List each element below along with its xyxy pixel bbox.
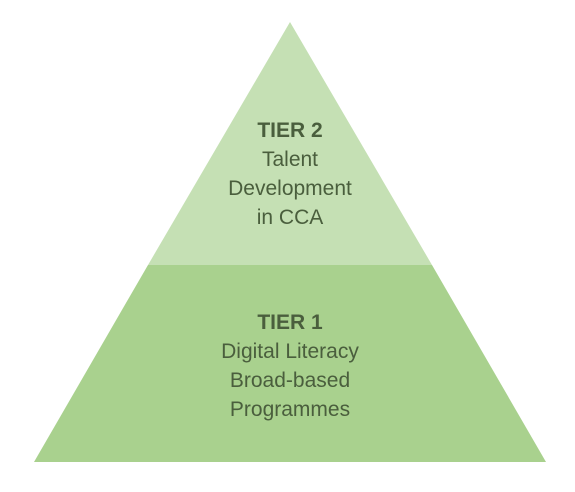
tier-1-line-3: Programmes (229, 398, 351, 421)
tier-1-label: TIER 1 Digital Literacy Broad-based Prog… (165, 308, 415, 424)
tier-2-label: TIER 2 Talent Development in CCA (190, 116, 390, 232)
tier-2-line-1: Talent (261, 148, 319, 171)
tier-1-line-1: Digital Literacy (221, 340, 359, 363)
tier-2-heading: TIER 2 (257, 119, 323, 142)
tier-2-line-3: in CCA (256, 206, 324, 229)
tier-2-triangle (148, 22, 432, 265)
tier-1-trapezoid (34, 265, 546, 462)
tier-1-heading: TIER 1 (257, 311, 323, 334)
tier-2-line-2: Development (228, 177, 352, 200)
tier-1-line-2: Broad-based (229, 369, 351, 392)
